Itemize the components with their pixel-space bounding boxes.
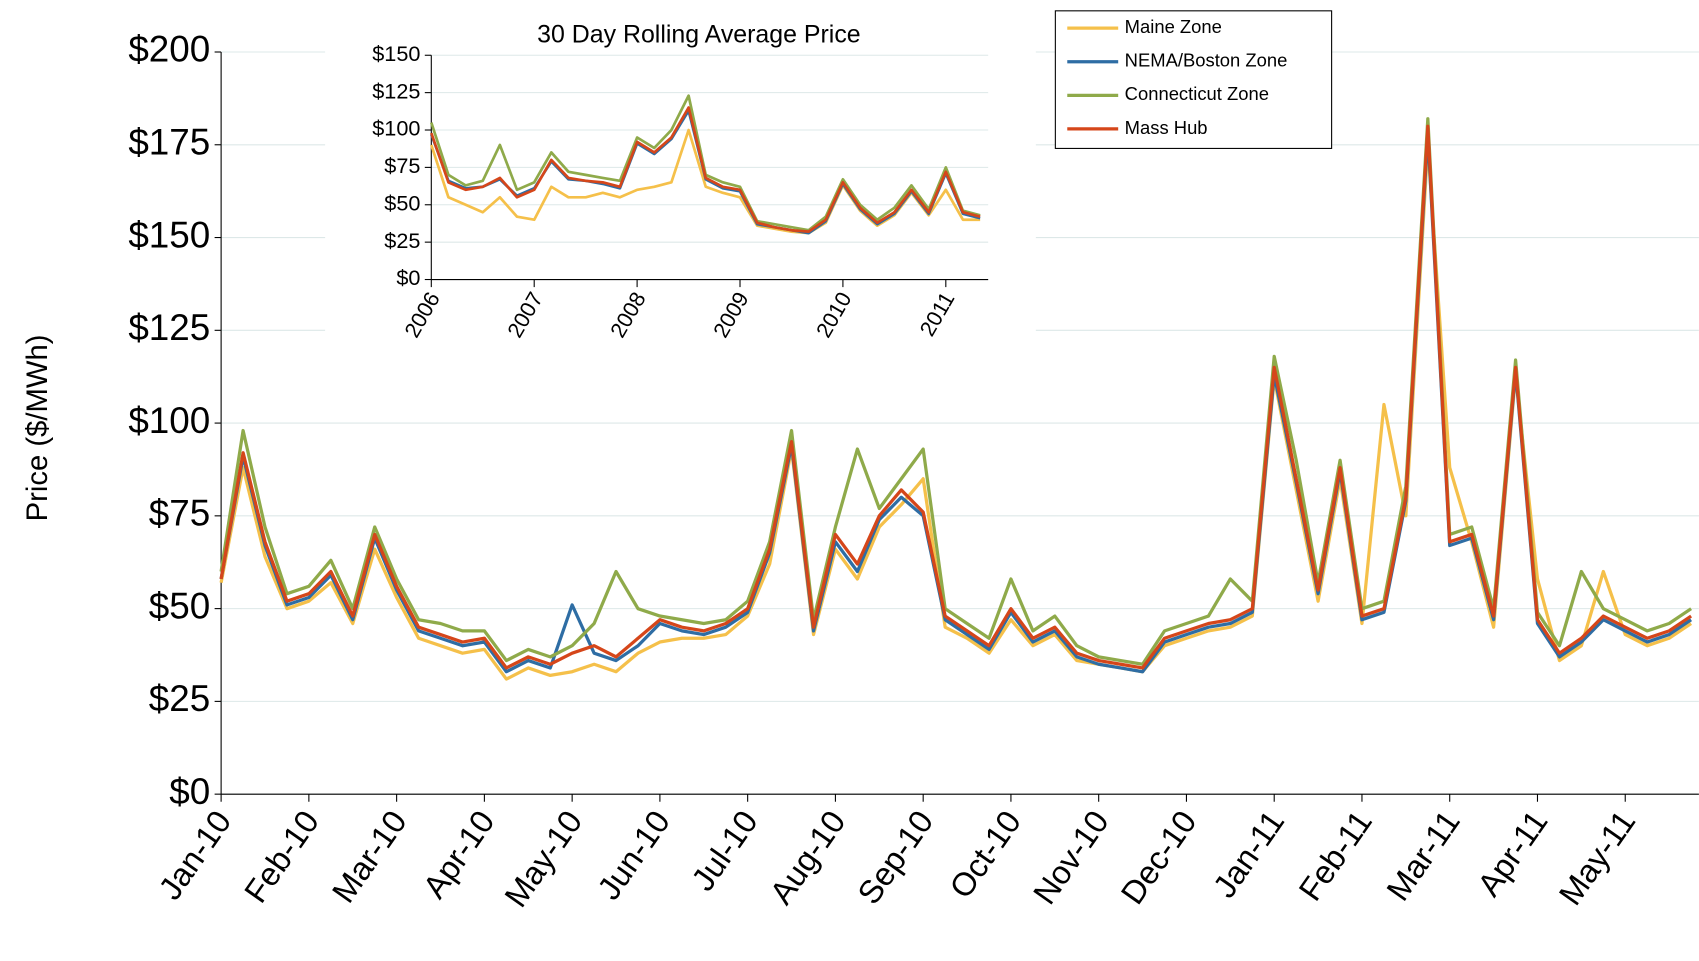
x-tick-label: Jan-11: [1206, 804, 1291, 904]
y-tick-label: $125: [128, 307, 210, 348]
y-tick-label: $125: [372, 78, 420, 103]
x-tick-label: Apr-11: [1471, 804, 1555, 903]
y-tick-label: $150: [372, 41, 420, 66]
x-tick-label: Mar-10: [325, 804, 414, 909]
x-tick-label: Sep-10: [851, 804, 941, 911]
y-tick-label: $150: [128, 214, 210, 255]
x-tick-label: Nov-10: [1026, 804, 1116, 910]
y-tick-label: $50: [149, 585, 210, 626]
x-tick-label: Feb-10: [237, 804, 326, 909]
series-line: [219, 124, 1693, 670]
y-tick-label: $50: [384, 190, 420, 215]
y-tick-label: $175: [128, 122, 210, 163]
series-line: [430, 106, 981, 233]
x-tick-label: Apr-10: [416, 804, 501, 905]
y-tick-label: $25: [149, 678, 210, 719]
x-tick-label: Mar-11: [1380, 804, 1467, 907]
y-tick-label: $100: [128, 400, 210, 441]
chart-title: 30 Day Rolling Average Price: [537, 20, 861, 48]
y-axis-label: Price ($/MWh): [22, 335, 54, 522]
x-tick-label: Jul-10: [684, 804, 764, 897]
y-tick-label: $200: [128, 29, 210, 70]
legend-label: Maine Zone: [1125, 16, 1222, 37]
y-tick-label: $75: [384, 153, 420, 178]
y-tick-label: $75: [149, 493, 210, 534]
x-tick-label: Jan-10: [152, 804, 238, 906]
y-tick-label: $100: [372, 116, 420, 141]
series-line: [219, 143, 1693, 681]
y-tick-label: $25: [384, 228, 420, 253]
x-tick-label: May-11: [1552, 804, 1642, 911]
y-tick-label: $0: [396, 265, 420, 290]
legend-box: [1054, 10, 1333, 149]
x-tick-label: Oct-10: [943, 804, 1028, 905]
legend-label: Connecticut Zone: [1125, 83, 1269, 104]
x-tick-label: May-10: [498, 804, 590, 913]
y-tick-label: $0: [169, 771, 210, 812]
x-tick-label: Aug-10: [763, 804, 853, 911]
legend-label: NEMA/Boston Zone: [1125, 50, 1288, 71]
legend-label: Mass Hub: [1125, 117, 1208, 138]
x-tick-label: Dec-10: [1114, 804, 1204, 910]
x-tick-label: Feb-11: [1292, 804, 1379, 907]
x-tick-label: Jun-10: [591, 804, 677, 906]
